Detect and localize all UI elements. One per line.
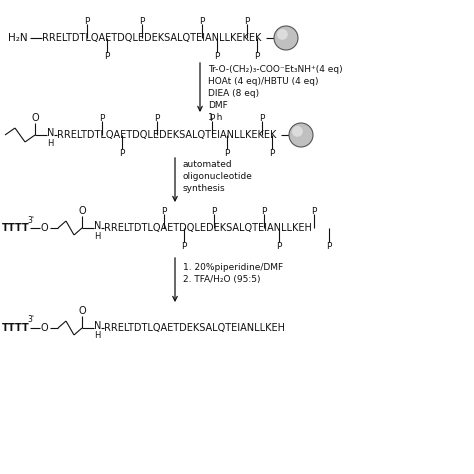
Text: 1. 20%piperidine/DMF: 1. 20%piperidine/DMF — [183, 263, 283, 272]
Text: RRELTDTLQAETDQLEDEKSALQTEIANLLKEH: RRELTDTLQAETDQLEDEKSALQTEIANLLKEH — [104, 223, 312, 233]
Text: H: H — [47, 138, 54, 147]
Text: P: P — [182, 241, 187, 250]
Text: 2. TFA/H₂O (95:5): 2. TFA/H₂O (95:5) — [183, 275, 261, 284]
Text: O: O — [40, 323, 48, 333]
Text: HOAt (4 eq)/HBTU (4 eq): HOAt (4 eq)/HBTU (4 eq) — [208, 77, 319, 86]
Circle shape — [277, 29, 288, 40]
Text: P: P — [155, 113, 160, 122]
Text: H₂N: H₂N — [8, 33, 27, 43]
Text: P: P — [139, 17, 145, 26]
Text: 1 h: 1 h — [208, 113, 222, 122]
Text: P: P — [214, 52, 219, 61]
Text: N: N — [47, 128, 55, 138]
Text: N: N — [94, 321, 101, 331]
Text: RRELTDTLQAETDQLEDEKSALQTEIANLLKEKEK: RRELTDTLQAETDQLEDEKSALQTEIANLLKEKEK — [42, 33, 261, 43]
Text: P: P — [244, 17, 250, 26]
Text: O: O — [40, 223, 48, 233]
Text: P: P — [224, 148, 230, 157]
Text: synthesis: synthesis — [183, 184, 226, 193]
Text: 3': 3' — [27, 216, 34, 225]
Text: P: P — [100, 113, 105, 122]
Text: H: H — [94, 231, 100, 240]
Circle shape — [289, 123, 313, 147]
Text: P: P — [161, 207, 167, 216]
Text: P: P — [84, 17, 90, 26]
Text: automated: automated — [183, 160, 233, 169]
Text: O: O — [31, 113, 39, 123]
Text: P: P — [261, 207, 267, 216]
Text: P: P — [326, 241, 332, 250]
Text: TTTT: TTTT — [2, 223, 30, 233]
Text: oligonucleotide: oligonucleotide — [183, 172, 253, 181]
Circle shape — [274, 26, 298, 50]
Text: P: P — [311, 207, 317, 216]
Text: P: P — [276, 241, 282, 250]
Text: RRELTDTLQAETDEKSALQTEIANLLKEH: RRELTDTLQAETDEKSALQTEIANLLKEH — [104, 323, 285, 333]
Text: P: P — [104, 52, 109, 61]
Text: P: P — [211, 207, 217, 216]
Text: P: P — [255, 52, 260, 61]
Text: TTTT: TTTT — [2, 323, 30, 333]
Text: P: P — [199, 17, 205, 26]
Text: 3': 3' — [27, 316, 34, 325]
Text: H: H — [94, 331, 100, 340]
Text: O: O — [78, 206, 86, 216]
Text: DIEA (8 eq): DIEA (8 eq) — [208, 89, 259, 98]
Text: P: P — [119, 148, 125, 157]
Text: DMF: DMF — [208, 101, 228, 110]
Text: P: P — [259, 113, 264, 122]
Circle shape — [292, 126, 303, 137]
Text: P: P — [210, 113, 215, 122]
Text: P: P — [269, 148, 275, 157]
Text: Tr-O-(CH₂)₃-COO⁻Et₃NH⁺(4 eq): Tr-O-(CH₂)₃-COO⁻Et₃NH⁺(4 eq) — [208, 65, 343, 74]
Text: RRELTDTLQAETDQLEDEKSALQTEIANLLKEKEK: RRELTDTLQAETDQLEDEKSALQTEIANLLKEKEK — [57, 130, 276, 140]
Text: O: O — [78, 306, 86, 316]
Text: N: N — [94, 221, 101, 231]
